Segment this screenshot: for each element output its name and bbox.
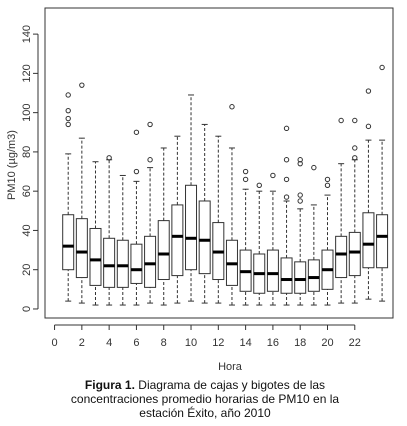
y-tick-label: 40 <box>21 224 33 236</box>
x-tick-label: 18 <box>294 337 306 349</box>
outlier <box>324 182 331 188</box>
x-tick-label: 4 <box>106 337 112 349</box>
box <box>307 259 320 292</box>
outlier <box>352 145 358 151</box>
outlier <box>352 117 358 124</box>
outlier <box>65 107 71 114</box>
outlier <box>379 64 385 71</box>
outlier <box>365 88 372 94</box>
chart: PM10 (µg/m3) Hora 0 20 40 60 80 100 120 140 0 2 4 6… <box>6 7 394 373</box>
x-tick-label: 10 <box>185 337 197 349</box>
caption: Figura 1. Diagrama de cajas y bigotes de… <box>60 378 350 420</box>
outlier <box>147 121 153 128</box>
outlier <box>133 168 140 175</box>
outlier <box>283 125 290 132</box>
outlier <box>65 92 71 98</box>
outlier <box>242 168 249 175</box>
outlier <box>256 182 262 188</box>
box <box>171 204 184 277</box>
box <box>157 220 170 281</box>
plot-frame <box>44 7 394 319</box>
x-tick-label: 6 <box>133 337 139 349</box>
y-tick-label: 140 <box>21 25 33 43</box>
x-tick-label: 20 <box>321 337 333 349</box>
outlier <box>133 129 140 135</box>
outlier <box>283 157 290 163</box>
box <box>130 243 143 284</box>
outlier <box>365 123 372 130</box>
x-tick-label: 2 <box>79 337 85 349</box>
box <box>62 214 75 271</box>
y-tick-label: 0 <box>21 306 33 312</box>
box <box>75 218 88 279</box>
outlier <box>65 121 71 128</box>
outlier <box>297 192 303 198</box>
outlier <box>352 155 358 161</box>
caption-text: Diagrama de cajas y bigotes de las conce… <box>70 378 340 420</box>
y-tick-label: 20 <box>21 264 33 276</box>
outlier <box>283 176 290 183</box>
y-tick-label: 80 <box>21 146 33 158</box>
outlier <box>283 194 290 200</box>
box <box>185 184 198 271</box>
box <box>198 200 211 275</box>
outlier <box>338 117 344 124</box>
x-tick-label: 14 <box>239 337 251 349</box>
outlier <box>297 198 303 204</box>
box <box>266 249 279 292</box>
outlier <box>229 104 235 110</box>
box <box>362 212 375 269</box>
outlier <box>311 164 317 171</box>
outlier <box>270 172 276 179</box>
y-tick-label: 100 <box>21 103 33 121</box>
box <box>103 237 116 288</box>
box <box>335 235 348 279</box>
outlier <box>147 157 153 163</box>
box <box>376 214 389 269</box>
y-axis-label: PM10 (µg/m3) <box>6 130 18 200</box>
box <box>280 257 293 294</box>
outlier <box>297 160 303 167</box>
box <box>89 227 102 286</box>
outlier <box>242 176 249 183</box>
box <box>144 235 157 288</box>
caption-label: Figura 1. <box>84 378 135 392</box>
outlier <box>65 115 71 122</box>
x-tick-label: 16 <box>267 337 279 349</box>
box <box>294 261 307 294</box>
x-tick-label: 22 <box>349 337 361 349</box>
x-tick-label: 8 <box>161 337 167 349</box>
outlier <box>324 176 331 183</box>
x-tick-label: 0 <box>51 337 57 349</box>
y-tick-label: 60 <box>21 185 33 197</box>
x-tick-label: 12 <box>212 337 224 349</box>
box <box>348 231 361 277</box>
outlier <box>79 82 85 88</box>
outlier <box>106 155 112 161</box>
box <box>116 239 129 288</box>
y-tick-label: 120 <box>21 64 33 82</box>
x-axis-label: Hora <box>218 361 243 373</box>
